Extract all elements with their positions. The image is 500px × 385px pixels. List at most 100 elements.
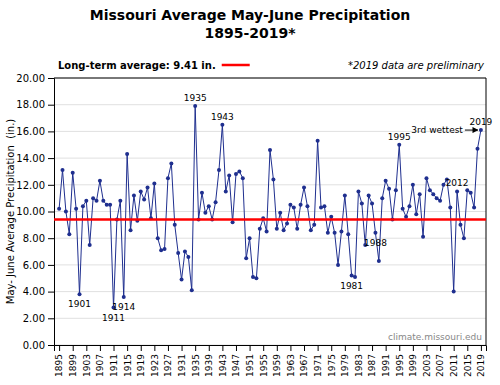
data-point bbox=[333, 231, 337, 235]
y-tick-label: 14.00 bbox=[16, 153, 45, 164]
x-tick-mark bbox=[209, 345, 210, 351]
data-point bbox=[98, 179, 102, 183]
data-point bbox=[418, 192, 422, 196]
data-point bbox=[387, 187, 391, 191]
data-point bbox=[190, 288, 194, 292]
x-tick-label: 1951 bbox=[245, 354, 255, 377]
x-tick-mark bbox=[386, 345, 387, 351]
data-point bbox=[231, 220, 235, 224]
y-tick-mark bbox=[48, 318, 54, 319]
data-point bbox=[84, 199, 88, 203]
x-tick-mark bbox=[86, 345, 87, 351]
annotations: 1901191119141988201219351943198119952019… bbox=[68, 93, 493, 323]
y-axis-title: May- June Average Precipitation (in.) bbox=[5, 119, 16, 305]
x-tick-mark bbox=[358, 345, 359, 351]
data-point bbox=[319, 205, 323, 209]
y-tick: 4.00 bbox=[23, 286, 54, 297]
data-point bbox=[411, 183, 415, 187]
data-point bbox=[122, 295, 126, 299]
grid bbox=[54, 78, 486, 345]
data-point bbox=[316, 139, 320, 143]
data-point bbox=[448, 205, 452, 209]
data-point bbox=[265, 230, 269, 234]
x-tick-label: 1991 bbox=[381, 354, 391, 377]
x-tick-label: 1903 bbox=[82, 354, 92, 377]
data-point bbox=[370, 201, 374, 205]
data-point bbox=[251, 275, 255, 279]
x-tick-mark bbox=[182, 345, 183, 351]
annotation: 1914 bbox=[112, 302, 135, 312]
frame-top bbox=[54, 78, 486, 79]
data-point bbox=[360, 201, 364, 205]
x-tick-label: 1979 bbox=[340, 354, 350, 377]
x-tick: 1907 bbox=[95, 345, 105, 377]
annotation: 1935 bbox=[184, 93, 207, 103]
x-tick-mark bbox=[467, 345, 468, 351]
annotation: 1943 bbox=[211, 112, 234, 122]
data-point bbox=[356, 189, 360, 193]
x-tick-label: 1935 bbox=[191, 354, 201, 377]
data-point bbox=[435, 196, 439, 200]
annotation: 1988 bbox=[364, 238, 387, 248]
data-point bbox=[455, 189, 459, 193]
data-point bbox=[278, 211, 282, 215]
x-tick-mark bbox=[318, 345, 319, 351]
data-point bbox=[152, 181, 156, 185]
data-point bbox=[237, 169, 241, 173]
x-tick-label: 1939 bbox=[204, 354, 214, 377]
data-point bbox=[407, 204, 411, 208]
x-tick-label: 1895 bbox=[54, 354, 64, 377]
data-point bbox=[458, 223, 462, 227]
x-tick: 1955 bbox=[259, 345, 269, 377]
x-tick-mark bbox=[141, 345, 142, 351]
y-tick-mark bbox=[48, 185, 54, 186]
data-point bbox=[234, 172, 238, 176]
x-tick-mark bbox=[277, 345, 278, 351]
y-tick-label: 6.00 bbox=[23, 260, 45, 271]
x-tick-mark bbox=[168, 345, 169, 351]
data-point bbox=[78, 292, 82, 296]
data-point bbox=[438, 199, 442, 203]
data-point bbox=[81, 204, 85, 208]
x-tick: 1903 bbox=[82, 345, 92, 377]
data-point bbox=[312, 223, 316, 227]
x-tick-label: 1911 bbox=[109, 354, 119, 377]
data-point bbox=[326, 231, 330, 235]
x-tick: 1935 bbox=[191, 345, 201, 377]
x-tick: 1987 bbox=[367, 345, 377, 377]
data-point bbox=[254, 276, 258, 280]
reference-swatch bbox=[222, 64, 250, 67]
data-point bbox=[248, 236, 252, 240]
y-tick: 8.00 bbox=[23, 233, 54, 244]
y-tick: 20.00 bbox=[16, 73, 54, 84]
x-tick-label: 1927 bbox=[163, 354, 173, 377]
x-tick-mark bbox=[372, 345, 373, 351]
y-tick-mark bbox=[48, 265, 54, 266]
data-point bbox=[95, 199, 99, 203]
data-point bbox=[336, 263, 340, 267]
y-tick-label: 8.00 bbox=[23, 233, 45, 244]
x-tick: 1927 bbox=[163, 345, 173, 377]
x-tick-label: 1971 bbox=[313, 354, 323, 377]
y-tick: 10.00 bbox=[16, 206, 54, 217]
x-tick-mark bbox=[114, 345, 115, 351]
data-point bbox=[88, 243, 92, 247]
x-tick: 2007 bbox=[435, 345, 445, 377]
data-point bbox=[61, 168, 65, 172]
data-point bbox=[465, 188, 469, 192]
data-point bbox=[224, 189, 228, 193]
data-point bbox=[309, 228, 313, 232]
data-point bbox=[180, 278, 184, 282]
data-point bbox=[268, 148, 272, 152]
annotation: 1981 bbox=[340, 281, 363, 291]
x-tick-label: 1963 bbox=[286, 354, 296, 377]
data-point bbox=[288, 203, 292, 207]
data-point bbox=[431, 192, 435, 196]
reference-line bbox=[54, 218, 486, 221]
note: *2019 data are preliminary bbox=[348, 60, 485, 71]
x-tick: 1951 bbox=[245, 345, 255, 377]
x-tick: 1911 bbox=[109, 345, 119, 377]
x-tick-mark bbox=[263, 345, 264, 351]
data-point bbox=[129, 228, 133, 232]
x-tick-mark bbox=[222, 345, 223, 351]
